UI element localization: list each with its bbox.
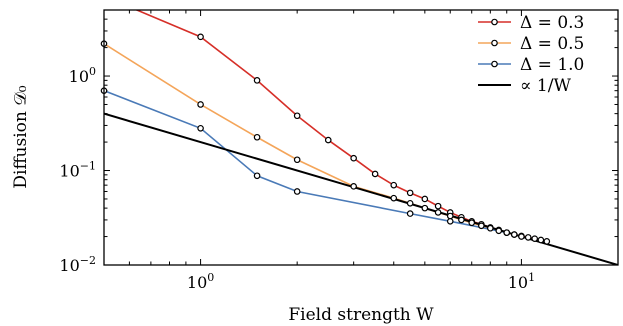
data-point <box>446 218 454 225</box>
x-axis-label: Field strength W <box>288 305 434 325</box>
data-point <box>478 222 485 230</box>
data-point <box>324 136 332 144</box>
data-point <box>406 189 414 197</box>
data-point <box>487 224 494 232</box>
data-point <box>495 227 503 235</box>
legend-marker <box>491 60 498 68</box>
series-line-0 <box>134 10 547 243</box>
data-point <box>458 216 465 224</box>
data-point <box>350 183 357 190</box>
data-point <box>197 33 204 41</box>
data-point <box>253 133 261 141</box>
legend: Δ = 0.3Δ = 0.5Δ = 1.0∝ 1/W <box>478 13 584 96</box>
data-point <box>406 199 414 207</box>
data-point <box>197 101 204 108</box>
legend-label: ∝ 1/W <box>520 76 571 96</box>
data-point <box>390 181 398 189</box>
data-point <box>293 156 301 164</box>
y-tick-label: 10−1 <box>59 160 96 181</box>
data-point <box>434 209 442 216</box>
plot-frame <box>103 9 619 266</box>
data-point <box>390 194 398 202</box>
data-point <box>531 235 538 242</box>
legend-marker <box>491 39 498 47</box>
data-point <box>434 202 442 210</box>
x-tick-label: 100 <box>187 271 214 292</box>
data-point <box>197 124 204 132</box>
data-point <box>446 212 454 220</box>
data-point <box>293 188 301 195</box>
data-point <box>253 172 261 180</box>
data-point <box>524 234 532 241</box>
data-point <box>421 204 429 212</box>
y-tick-label: 100 <box>69 65 96 86</box>
data-point <box>350 154 357 162</box>
y-tick-label: 10−2 <box>59 254 96 275</box>
data-point <box>406 210 414 217</box>
tick-layer: 100 101 10−2 10−1 100 <box>59 9 619 292</box>
y-axis-label: Diffusion 𝒟₀ <box>11 85 31 188</box>
marker-layer <box>100 33 551 245</box>
data-point <box>518 233 525 240</box>
data-point <box>537 236 545 244</box>
series-line-2 <box>104 89 507 234</box>
legend-marker <box>491 18 498 26</box>
data-point <box>371 170 379 178</box>
legend-label: Δ = 1.0 <box>520 55 584 75</box>
x-tick-label: 101 <box>508 271 535 292</box>
data-point <box>253 77 261 84</box>
data-point <box>510 231 518 238</box>
legend-label: Δ = 0.3 <box>520 13 584 33</box>
data-point <box>503 229 511 236</box>
data-point <box>293 112 301 120</box>
legend-label: Δ = 0.5 <box>520 34 584 54</box>
data-point <box>421 195 429 203</box>
data-point <box>543 238 551 245</box>
series-line-1 <box>104 43 522 238</box>
data-point <box>468 219 476 227</box>
